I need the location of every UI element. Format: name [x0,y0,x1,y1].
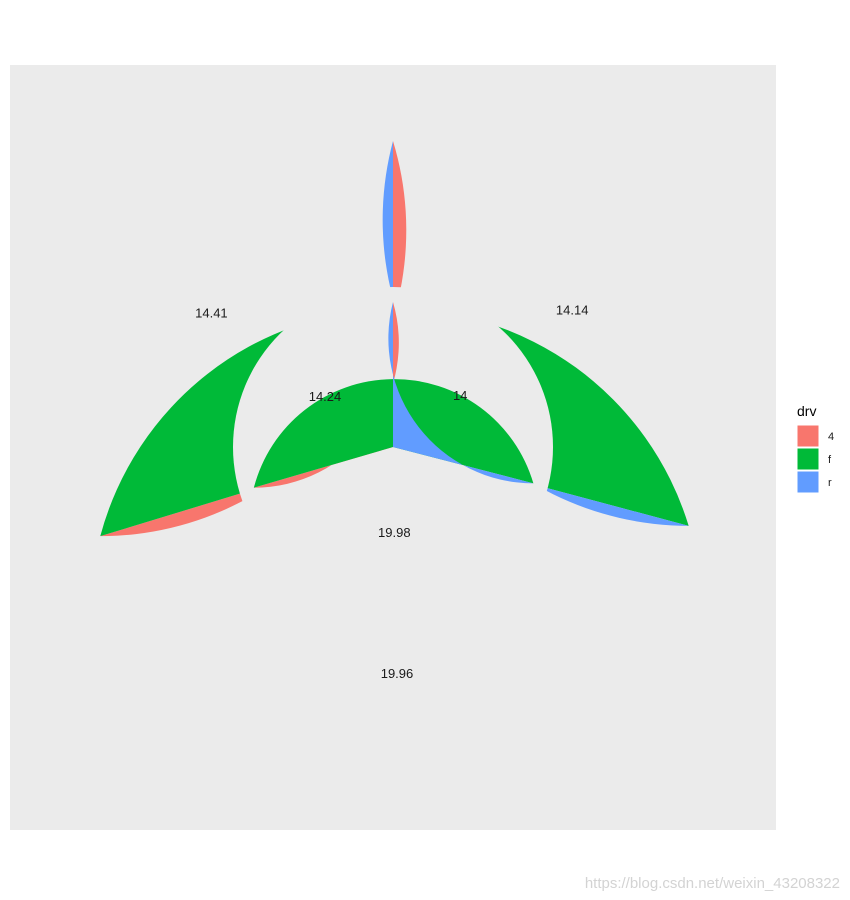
legend: drv 4 fr [796,403,834,494]
legend-key-4 [796,424,820,448]
legend-label-f: f [828,454,832,466]
legend-key-f [796,447,820,471]
legend-label-4: 4 [828,431,834,443]
outer-label-f: 19.96 [381,666,414,681]
inner-label-r: 14 [453,388,467,403]
inner-label-4: 14.24 [309,389,342,404]
outer-label-r: 14.14 [556,302,589,317]
legend-entries: 4 fr [796,424,834,494]
outer-label-4: 14.41 [195,306,228,321]
legend-label-r: r [828,477,832,489]
inner-label-f: 19.98 [378,525,411,540]
inner-ring [253,302,534,488]
legend-title: drv [797,403,816,419]
inner-slice-r [388,302,534,484]
slice-labels: 14.41 19.96 14.14 14.24 19.98 14 [195,302,588,681]
watermark: https://blog.csdn.net/weixin_43208322 [585,875,840,892]
legend-key-r [796,470,820,494]
